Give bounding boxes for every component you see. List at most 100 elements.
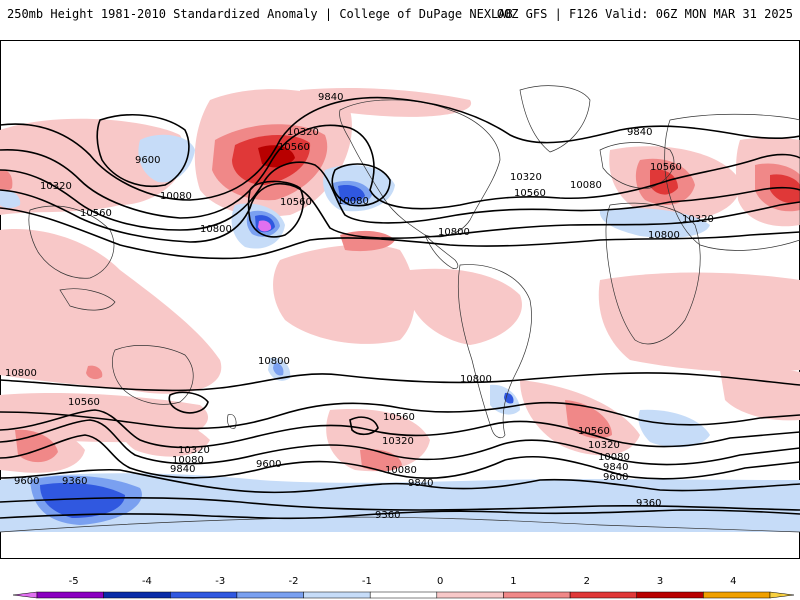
colorbar-swatch: [303, 591, 371, 599]
colorbar-swatch: [703, 591, 771, 599]
colorbar-tick-label: -3: [215, 576, 225, 587]
contour-label: 10800: [438, 227, 470, 238]
anomaly-area: [258, 220, 272, 232]
contour-label: 10800: [5, 368, 37, 379]
anomaly-area: [0, 473, 800, 532]
contour-label: 9600: [603, 472, 628, 483]
colorbar-tick-label: 0: [437, 576, 443, 587]
coastline: [458, 264, 532, 439]
contour-label: 9840: [627, 127, 652, 138]
contour-label: 9360: [62, 476, 87, 487]
anomaly-area: [770, 174, 800, 204]
contour-label: 10560: [278, 142, 310, 153]
anomaly-area: [118, 409, 210, 457]
contour-label: 10320: [40, 181, 72, 192]
contour-label: 10320: [588, 440, 620, 451]
anomaly-area: [86, 365, 103, 380]
coastline: [339, 99, 501, 238]
colorbar-tick-label: -5: [69, 576, 79, 587]
contour-label: 9840: [408, 478, 433, 489]
colorbar-swatch: [236, 591, 304, 599]
height-contour: [96, 114, 190, 187]
contour-label: 10560: [80, 208, 112, 219]
contour-label: 10560: [383, 412, 415, 423]
height-contour: [0, 509, 800, 520]
coastline: [424, 234, 459, 269]
anomaly-area: [273, 244, 415, 344]
contour-label: 10560: [578, 426, 610, 437]
coastline: [112, 345, 194, 405]
anomaly-area: [638, 409, 710, 448]
anomaly-area: [40, 482, 125, 518]
contour-label: 10080: [385, 465, 417, 476]
anomaly-area: [0, 229, 222, 394]
anomaly-area: [504, 392, 514, 404]
model-run-info: 00Z GFS | F126 Valid: 06Z MON MAR 31 202…: [496, 7, 793, 21]
height-contour: [0, 497, 800, 511]
contour-label: 9840: [318, 92, 343, 103]
colorbar-swatch: [503, 591, 571, 599]
colorbar-swatch: [369, 591, 438, 599]
colorbar-tick-label: -4: [142, 576, 152, 587]
coastline: [599, 142, 675, 189]
colorbar-tick-label: -1: [362, 576, 372, 587]
contour-label: 10800: [648, 230, 680, 241]
anomaly-area: [410, 268, 522, 345]
anomaly-area: [300, 88, 472, 117]
colorbar-swatch: [170, 591, 238, 599]
contour-label: 9600: [14, 476, 39, 487]
anomaly-area: [565, 400, 612, 439]
coastline: [227, 414, 237, 429]
height-contour: [0, 468, 800, 494]
colorbar: -5-4-3-2-1012345: [12, 576, 795, 599]
contour-label: 10320: [382, 436, 414, 447]
height-contour: [0, 183, 800, 243]
contour-label: 9360: [375, 510, 400, 521]
contour-label: 9840: [170, 464, 195, 475]
contour-label: 10560: [514, 188, 546, 199]
anomaly-area: [0, 118, 186, 215]
height-contour: [0, 124, 800, 219]
colorbar-tick-label: 1: [510, 576, 516, 587]
colorbar-extend-low: [12, 591, 38, 599]
colorbar-ticks: -5-4-3-2-1012345: [69, 576, 737, 587]
anomaly-area: [598, 272, 800, 372]
anomaly-area: [0, 189, 21, 209]
contour-label: 10080: [160, 191, 192, 202]
coastline: [664, 113, 800, 251]
coastline: [605, 202, 701, 345]
contour-label: 10080: [337, 196, 369, 207]
contour-label: 10080: [570, 180, 602, 191]
contour-label: 10080: [598, 452, 630, 463]
coastline: [28, 205, 115, 279]
height-contour: [168, 391, 209, 414]
map-panel: 9840 10320 10560 9600 10320 10080 10560 …: [0, 40, 800, 559]
height-contour: [0, 434, 800, 480]
colorbar-boxes: [12, 591, 795, 599]
anomaly-area: [599, 208, 710, 238]
contour-label: 10800: [460, 374, 492, 385]
contour-label: 10560: [650, 162, 682, 173]
height-contour: [331, 163, 391, 207]
contour-label: 10800: [258, 356, 290, 367]
colorbar-tick-label: 2: [584, 576, 590, 587]
contour-label: 10320: [682, 214, 714, 225]
contour-label: 10320: [510, 172, 542, 183]
height-contour: [349, 416, 379, 436]
colorbar-swatch: [103, 591, 171, 599]
anomaly-area: [720, 367, 800, 421]
map-title: 250mb Height 1981-2010 Standardized Anom…: [7, 7, 513, 21]
contour-label: 10800: [200, 224, 232, 235]
height-contour: [0, 372, 800, 392]
contour-label-layer: 9840 10320 10560 9600 10320 10080 10560 …: [5, 92, 714, 521]
contour-label: 9600: [135, 155, 160, 166]
height-contours: [0, 96, 800, 520]
colorbar-swatch: [36, 591, 104, 599]
colorbar-swatch: [569, 591, 637, 599]
height-contour: [0, 207, 800, 260]
colorbar-tick-label: 4: [730, 576, 736, 587]
contour-label: 10320: [178, 445, 210, 456]
title-bar: 250mb Height 1981-2010 Standardized Anom…: [0, 0, 800, 30]
anomaly-area: [0, 169, 13, 192]
colorbar-swatch: [636, 591, 704, 599]
